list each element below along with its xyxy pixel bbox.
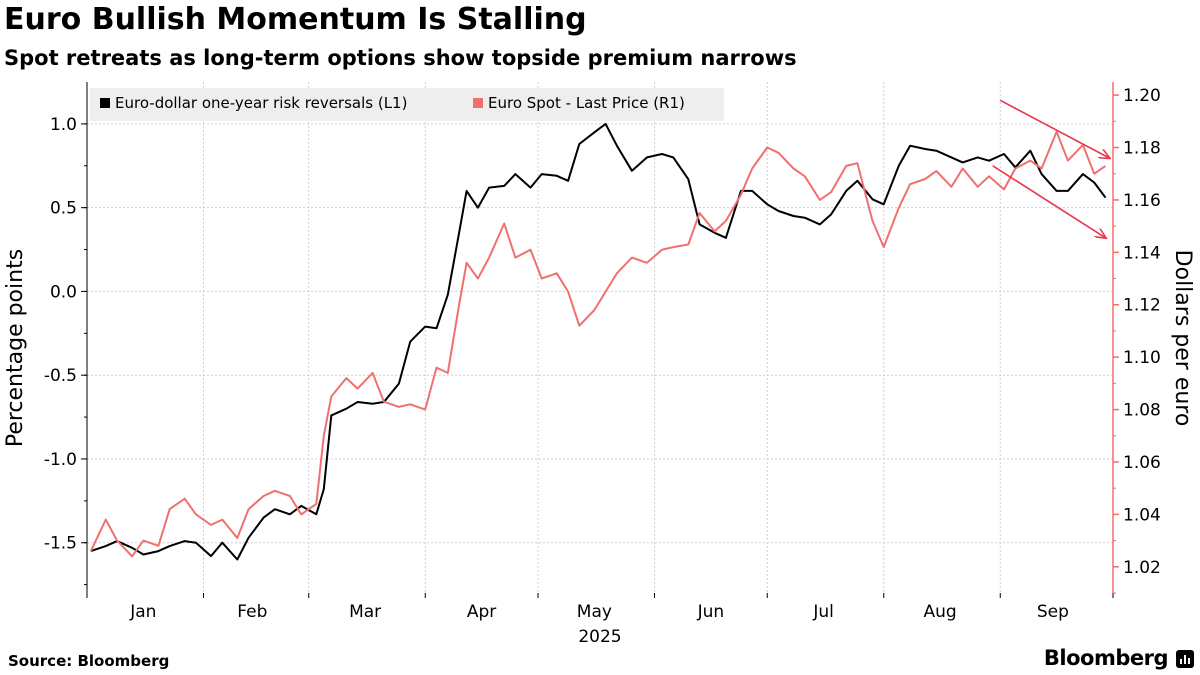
bloomberg-logo: Bloomberg — [1043, 646, 1169, 670]
right-tick-label: 1.10 — [1123, 348, 1161, 368]
grid — [87, 82, 1114, 593]
right-tick-label: 1.04 — [1123, 505, 1161, 525]
left-tick-label: -0.5 — [44, 366, 77, 386]
right-axis-title: Dollars per euro — [1170, 250, 1195, 427]
right-tick-label: 1.16 — [1123, 191, 1161, 211]
chart-subtitle: Spot retreats as long-term options show … — [4, 46, 797, 70]
x-tick-label: Jul — [812, 602, 834, 622]
annotations — [992, 99, 1110, 238]
left-axis-title: Percentage points — [3, 249, 28, 447]
left-tick-label: 0.0 — [50, 282, 77, 302]
right-tick-label: 1.06 — [1123, 453, 1161, 473]
x-tick-label: Feb — [237, 602, 267, 622]
legend-swatch-risk-reversals — [100, 98, 110, 108]
legend-label-risk-reversals: Euro-dollar one-year risk reversals (L1) — [115, 94, 407, 112]
annotation-arrow-risk-reversals — [992, 165, 1106, 238]
right-tick-label: 1.20 — [1123, 86, 1161, 106]
left-tick-label: 1.0 — [50, 115, 77, 135]
annotation-arrow-spot — [999, 99, 1109, 158]
series-line-risk-reversals — [90, 122, 1107, 561]
left-tick-label: 0.5 — [50, 199, 77, 219]
bloomberg-terminal-icon — [1176, 650, 1194, 668]
x-axis: Jan Feb Mar Apr May Jun Jul Aug Sep — [86, 593, 1114, 622]
series-line-spot — [89, 130, 1107, 558]
left-tick-label: -1.0 — [44, 450, 77, 470]
x-tick-label: Mar — [349, 602, 381, 622]
x-tick-label: Jan — [129, 602, 156, 622]
source-note: Source: Bloomberg — [8, 652, 170, 670]
left-axis: 1.0 0.5 0.0 -0.5 -1.0 -1.5 — [44, 82, 88, 593]
right-tick-label: 1.02 — [1123, 558, 1161, 578]
right-tick-label: 1.12 — [1123, 296, 1161, 316]
x-tick-label: Jun — [697, 602, 725, 622]
right-axis: 1.20 1.18 1.16 1.14 1.12 1.10 1.08 1.06 1.04 1.02 — [1112, 82, 1161, 594]
x-tick-label: Apr — [467, 602, 496, 622]
legend-swatch-spot — [473, 98, 483, 108]
legend-label-spot: Euro Spot - Last Price (R1) — [488, 94, 685, 112]
right-tick-label: 1.08 — [1123, 401, 1161, 421]
legend-background — [90, 88, 724, 121]
series-area — [89, 122, 1107, 561]
x-tick-label: May — [577, 602, 612, 622]
x-axis-year-label: 2025 — [578, 627, 621, 647]
left-tick-label: -1.5 — [44, 534, 77, 554]
chart-title: Euro Bullish Momentum Is Stalling — [4, 2, 587, 37]
x-tick-label: Aug — [924, 602, 957, 622]
x-tick-label: Sep — [1037, 602, 1069, 622]
right-tick-label: 1.18 — [1123, 139, 1161, 159]
right-tick-label: 1.14 — [1123, 243, 1161, 263]
legend: Euro-dollar one-year risk reversals (L1)… — [90, 88, 724, 121]
